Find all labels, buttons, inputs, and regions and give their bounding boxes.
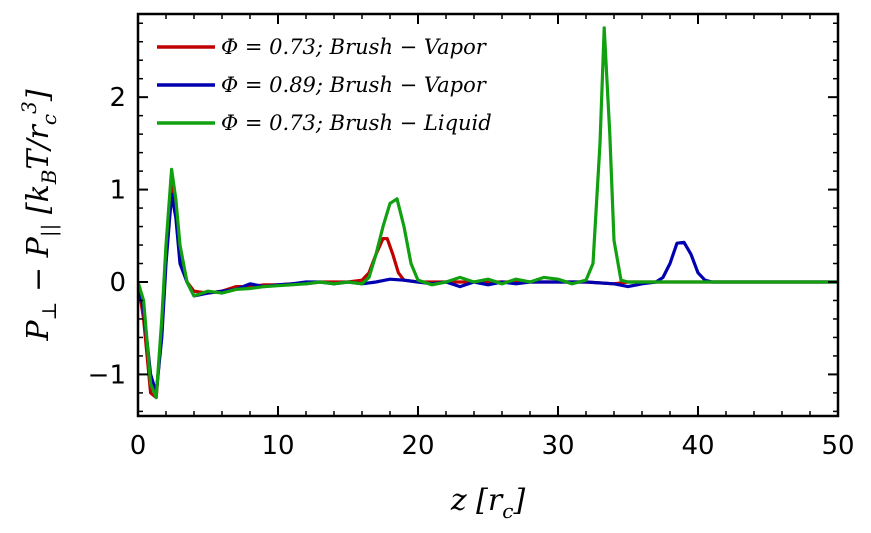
series-line-2	[138, 192, 838, 395]
tick-layer: 0 10 20 30 40 50 −1 0 1 2	[88, 14, 855, 461]
legend-label-3: Φ = 0.73; Brush − Liquid	[221, 111, 492, 135]
x-tick-label: 50	[821, 431, 854, 461]
x-tick-label: 30	[541, 431, 574, 461]
y-tick-label: 2	[109, 83, 126, 113]
series-line-3	[138, 26, 838, 400]
y-tick-label: −1	[88, 360, 126, 390]
plot-area: 0 10 20 30 40 50 −1 0 1 2	[88, 12, 855, 461]
x-tick-label: 20	[401, 431, 434, 461]
legend-label-2: Φ = 0.89; Brush − Vapor	[221, 73, 488, 97]
x-tick-label: 0	[130, 431, 147, 461]
x-axis-label: z [rc]	[450, 483, 526, 523]
legend-label-1: Φ = 0.73; Brush − Vapor	[221, 35, 488, 59]
y-axis-label: P⊥ − P|| [kBT/rc3]	[17, 89, 62, 341]
x-tick-label: 10	[261, 431, 294, 461]
legend: Φ = 0.73; Brush − Vapor Φ = 0.89; Brush −…	[157, 35, 492, 135]
plot-frame	[136, 12, 840, 418]
series-layer	[138, 26, 838, 400]
x-tick-label: 40	[681, 431, 714, 461]
y-tick-label: 1	[109, 176, 126, 206]
y-tick-label: 0	[109, 268, 126, 298]
